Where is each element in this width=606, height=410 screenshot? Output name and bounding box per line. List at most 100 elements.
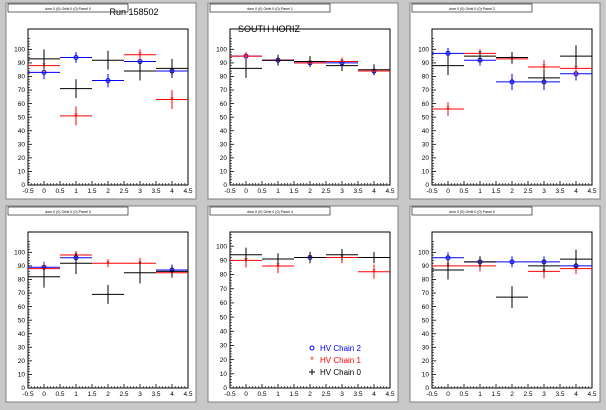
data-point	[464, 256, 496, 268]
x-tick-label: 2.5	[119, 391, 128, 398]
data-point	[326, 60, 358, 72]
y-tick-label: 70	[18, 87, 26, 94]
y-tick-label: 30	[220, 343, 228, 350]
x-tick-label: -0.5	[426, 391, 438, 398]
data-point	[28, 265, 60, 288]
panel-pad	[5, 2, 197, 200]
x-tick-label: 3.5	[151, 391, 160, 398]
y-tick-label: 10	[422, 372, 430, 379]
x-tick-label: 2.5	[119, 188, 128, 195]
legend-label: HV Chain 1	[320, 356, 361, 365]
y-tick-label: 40	[220, 328, 228, 335]
y-tick-label: 100	[14, 47, 25, 54]
panel-pad	[207, 2, 399, 200]
x-tick-label: 0	[446, 188, 450, 195]
y-tick-label: 50	[18, 114, 26, 121]
x-tick-label: 1.5	[289, 391, 298, 398]
data-point	[92, 50, 124, 70]
x-tick-label: 1	[276, 391, 280, 398]
x-tick-label: 4.5	[587, 188, 596, 195]
data-point	[496, 256, 528, 268]
x-tick-label: 1.5	[491, 188, 500, 195]
data-point	[294, 56, 326, 67]
x-tick-label: 4	[170, 391, 174, 398]
marker-circle	[445, 255, 451, 261]
x-tick-label: 3	[340, 188, 344, 195]
data-point	[560, 45, 592, 67]
y-tick-label: 60	[422, 101, 430, 108]
data-point	[262, 54, 294, 66]
data-point	[528, 259, 560, 273]
y-tick-label: 50	[422, 114, 430, 121]
panel-title-frame	[7, 206, 129, 216]
y-tick-label: 0	[425, 385, 429, 392]
data-point	[432, 260, 464, 280]
y-tick-label: 0	[223, 182, 227, 189]
x-tick-label: 1	[478, 391, 482, 398]
marker-star: *	[244, 51, 248, 61]
x-tick-label: 0	[244, 391, 248, 398]
y-tick-label: 90	[422, 263, 430, 270]
y-tick-label: 30	[18, 142, 26, 149]
chart-panel-0: dom 0 (0) Orbit 0 (0) Panel 0-0.5 0 0.5 1 1.…	[5, 2, 197, 200]
x-tick-label: 1.5	[87, 391, 96, 398]
x-tick-label: 0	[244, 188, 248, 195]
x-tick-label: 2	[106, 391, 110, 398]
legend-label: HV Chain 0	[320, 368, 361, 377]
x-tick-label: 3	[542, 391, 546, 398]
y-tick-label: 10	[220, 169, 228, 176]
data-point	[528, 69, 560, 86]
y-tick-label: 80	[18, 277, 26, 284]
data-point: *	[358, 264, 390, 279]
data-point	[326, 249, 358, 261]
x-tick-label: 4.5	[385, 391, 394, 398]
data-point	[60, 79, 92, 99]
data-point	[358, 251, 390, 264]
data-point	[156, 58, 188, 78]
y-tick-label: 90	[220, 258, 228, 265]
panel-title-box: dom 0 (0) Orbit 0 (0) Panel 4	[209, 206, 331, 216]
y-tick-label: 80	[18, 74, 26, 81]
panel-title-box: dom 0 (0) Orbit 0 (0) Panel 2	[411, 3, 533, 13]
marker-star: *	[170, 95, 174, 105]
y-tick-label: 70	[422, 290, 430, 297]
y-tick-label: 20	[422, 155, 430, 162]
x-tick-label: 4	[574, 391, 578, 398]
y-tick-label: 20	[18, 358, 26, 365]
x-tick-label: 2	[308, 188, 312, 195]
x-tick-label: -0.5	[22, 188, 34, 195]
data-point: *	[432, 102, 464, 116]
panel-title-frame	[209, 206, 331, 216]
x-tick-label: 1.5	[87, 188, 96, 195]
y-tick-label: 80	[422, 277, 430, 284]
marker-star: *	[446, 104, 450, 114]
data-point: *	[124, 49, 156, 61]
data-point	[92, 284, 124, 304]
panel-title-box: dom 0 (0) Orbit 0 (0) Panel 1	[209, 3, 331, 13]
legend-label: HV Chain 2	[320, 344, 361, 353]
x-tick-label: 1	[276, 188, 280, 195]
x-tick-label: 4.5	[183, 391, 192, 398]
data-point	[60, 52, 92, 63]
data-point: *	[92, 258, 124, 268]
x-tick-label: -0.5	[22, 391, 34, 398]
panel-title-box: dom 0 (0) Orbit 0 (0) Panel 3	[7, 206, 129, 216]
x-tick-label: 1	[74, 188, 78, 195]
y-tick-label: 80	[220, 74, 228, 81]
x-tick-label: 0	[42, 188, 46, 195]
x-tick-label: 4.5	[385, 188, 394, 195]
data-point	[432, 252, 464, 264]
panel-title: dom 0 (0) Orbit 0 (0) Panel 0	[45, 7, 91, 11]
panel-title: dom 0 (0) Orbit 0 (0) Panel 3	[45, 210, 91, 214]
data-point	[60, 252, 92, 275]
panel-pad	[207, 205, 399, 403]
series-hv-chain-0	[28, 49, 188, 99]
panel-pad	[409, 205, 601, 403]
y-tick-label: 80	[422, 74, 430, 81]
y-tick-label: 10	[422, 169, 430, 176]
x-tick-label: 2	[510, 188, 514, 195]
marker-star: *	[542, 62, 546, 72]
marker-star: *	[138, 50, 142, 60]
y-tick-label: 10	[18, 372, 26, 379]
